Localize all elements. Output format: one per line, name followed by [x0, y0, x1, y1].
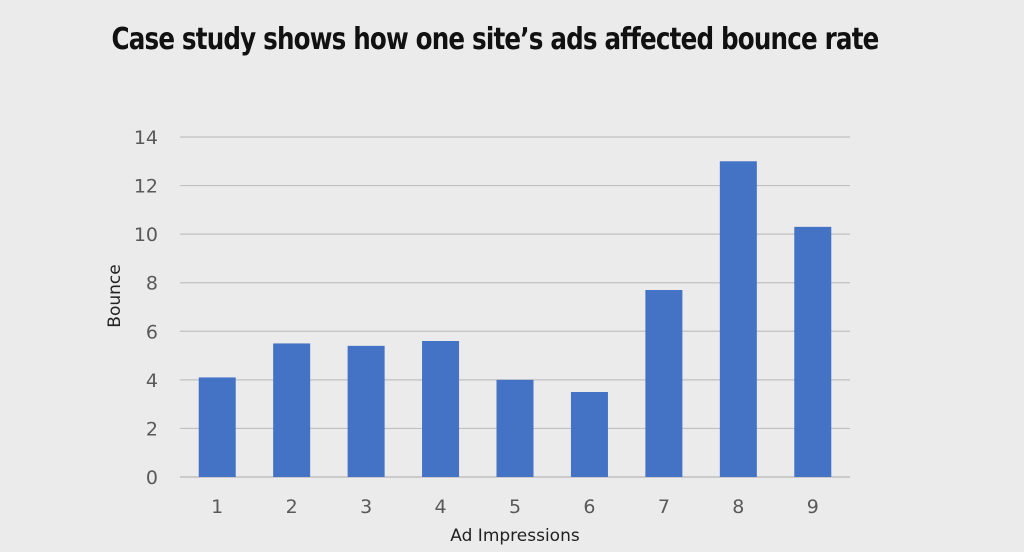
- y-tick-label: 2: [146, 418, 158, 440]
- y-tick-label: 0: [146, 467, 158, 489]
- x-tick-label: 7: [658, 496, 670, 518]
- y-tick-label: 12: [134, 176, 158, 198]
- y-tick-label: 4: [146, 370, 158, 392]
- bar-1: [198, 377, 236, 477]
- bar-9: [794, 226, 832, 477]
- y-tick-label: 14: [134, 127, 158, 149]
- y-tick-label: 6: [146, 321, 158, 343]
- x-tick-label: 5: [509, 496, 521, 518]
- bars: [198, 161, 832, 478]
- x-tick-label: 4: [435, 496, 447, 518]
- x-axis-ticks: 1 2 3 4 5 6 7 8 9: [211, 496, 819, 518]
- bar-2: [273, 343, 311, 477]
- bar-5: [496, 379, 534, 477]
- y-axis-label: Bounce: [105, 264, 125, 327]
- bar-8: [719, 161, 757, 478]
- x-tick-label: 2: [286, 496, 298, 518]
- bar-6: [570, 392, 608, 477]
- y-tick-label: 10: [134, 224, 158, 246]
- x-tick-label: 1: [211, 496, 223, 518]
- x-tick-label: 6: [583, 496, 595, 518]
- bar-4: [422, 341, 460, 477]
- x-tick-label: 3: [360, 496, 372, 518]
- y-tick-label: 8: [146, 273, 158, 295]
- bar-3: [347, 345, 385, 477]
- bar-7: [645, 290, 683, 477]
- x-tick-label: 9: [807, 496, 819, 518]
- x-axis-label: Ad Impressions: [450, 526, 580, 546]
- chart-title: Case study shows how one site’s ads affe…: [111, 22, 879, 57]
- y-axis-ticks: 0 2 4 6 8 10 12 14: [134, 127, 158, 489]
- x-tick-label: 8: [732, 496, 744, 518]
